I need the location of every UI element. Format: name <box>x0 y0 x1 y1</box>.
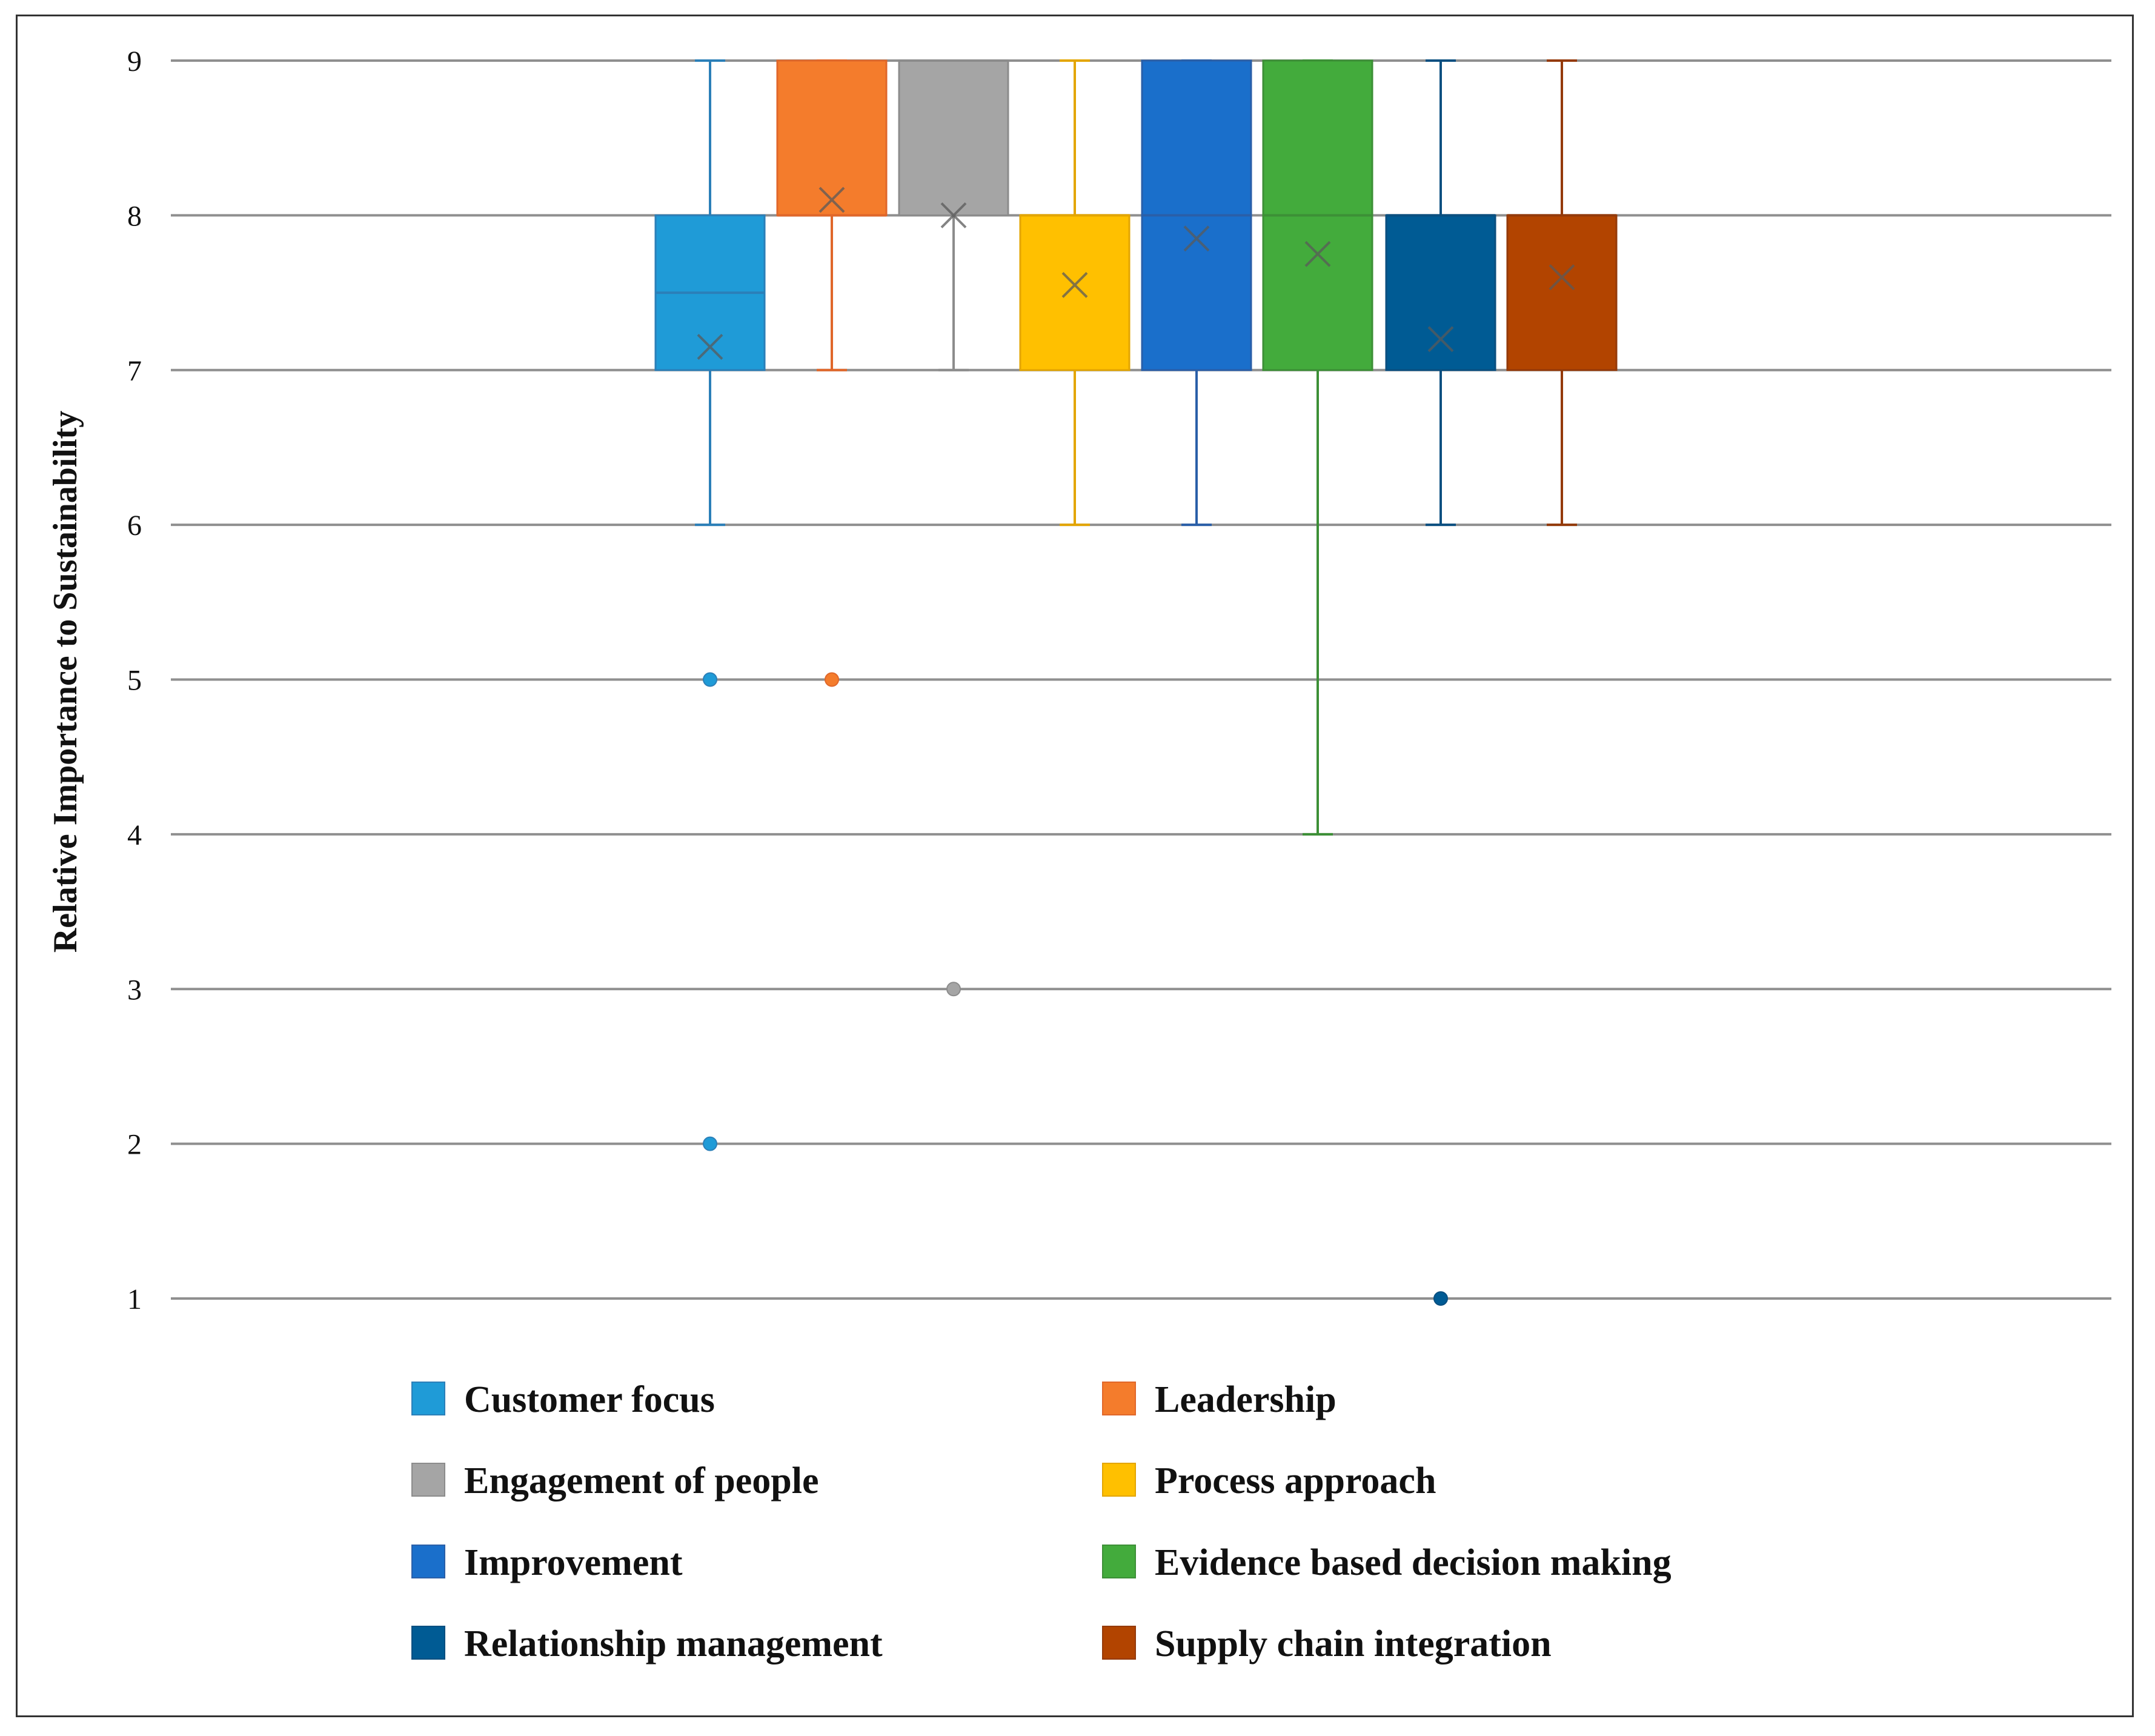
mean-marker <box>819 187 845 213</box>
legend-swatch <box>411 1545 445 1578</box>
legend-swatch <box>1102 1545 1136 1578</box>
y-axis-ticks: 1 2 3 4 5 6 7 8 9 <box>127 45 142 1315</box>
legend-swatch <box>1102 1382 1136 1415</box>
legend-label: Process approach <box>1155 1460 1436 1502</box>
iqr-box <box>1385 214 1496 371</box>
mean-marker <box>697 334 723 360</box>
y-tick-label: 7 <box>127 355 142 387</box>
legend-label: Relationship management <box>464 1623 883 1664</box>
y-tick-label: 4 <box>127 819 142 851</box>
y-tick-label: 6 <box>127 510 142 542</box>
mean-marker <box>940 202 967 228</box>
mean-marker <box>1304 241 1331 267</box>
legend-label: Leadership <box>1155 1379 1336 1420</box>
legend-item: Relationship management <box>411 1623 883 1664</box>
box-series <box>654 59 1618 1306</box>
outlier-point <box>703 672 717 687</box>
y-axis-title: Relative Importance to Sustainability <box>47 411 84 953</box>
legend-item: Engagement of people <box>411 1460 819 1502</box>
iqr-box <box>898 59 1009 216</box>
iqr-box <box>776 59 888 216</box>
box-process-approach <box>1019 59 1131 527</box>
y-tick-label: 1 <box>127 1283 142 1315</box>
outlier-point <box>946 982 961 997</box>
box-supply-chain-integration <box>1506 59 1618 527</box>
box-evidence-based-decision-making <box>1262 59 1373 836</box>
y-tick-label: 8 <box>127 200 142 232</box>
legend-label: Customer focus <box>464 1379 715 1420</box>
legend-item: Improvement <box>411 1542 683 1583</box>
box-improvement <box>1141 59 1252 527</box>
legend-swatch <box>411 1463 445 1497</box>
legend-item: Supply chain integration <box>1102 1623 1552 1664</box>
legend-item: Evidence based decision making <box>1102 1542 1672 1583</box>
legend-label: Evidence based decision making <box>1155 1542 1672 1583</box>
legend-swatch <box>1102 1463 1136 1497</box>
legend-item: Customer focus <box>411 1379 715 1420</box>
outlier-point <box>703 1136 717 1151</box>
box-relationship-management <box>1385 59 1496 1306</box>
mean-marker <box>1549 264 1575 290</box>
legend-label: Engagement of people <box>464 1460 819 1502</box>
legend-label: Supply chain integration <box>1155 1623 1552 1664</box>
mean-marker <box>1183 225 1210 252</box>
legend-swatch <box>411 1382 445 1415</box>
outlier-point <box>1433 1291 1448 1306</box>
legend-label: Improvement <box>464 1542 683 1583</box>
iqr-box <box>1506 214 1618 371</box>
mean-marker <box>1427 326 1454 353</box>
legend-item: Leadership <box>1102 1379 1336 1420</box>
legend: Customer focus Leadership Engagement of pe… <box>411 1379 1672 1664</box>
box-leadership <box>776 59 888 687</box>
legend-swatch <box>1102 1626 1136 1660</box>
iqr-box <box>1019 214 1131 371</box>
y-tick-label: 5 <box>127 665 142 697</box>
y-tick-label: 9 <box>127 45 142 78</box>
y-tick-label: 2 <box>127 1129 142 1161</box>
mean-marker <box>1061 271 1088 298</box>
legend-swatch <box>411 1626 445 1660</box>
outlier-point <box>825 672 839 687</box>
y-tick-label: 3 <box>127 974 142 1006</box>
legend-item: Process approach <box>1102 1460 1436 1502</box>
box-engagement-of-people <box>898 59 1009 997</box>
box-customer-focus <box>654 59 766 1151</box>
